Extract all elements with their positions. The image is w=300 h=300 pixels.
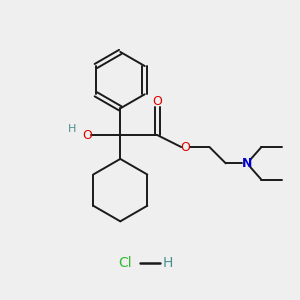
Text: H: H bbox=[163, 256, 173, 270]
Text: O: O bbox=[82, 129, 92, 142]
Text: O: O bbox=[152, 95, 162, 108]
Text: Cl: Cl bbox=[118, 256, 131, 270]
Text: N: N bbox=[242, 157, 252, 170]
Text: H: H bbox=[68, 124, 76, 134]
Text: O: O bbox=[180, 141, 190, 154]
